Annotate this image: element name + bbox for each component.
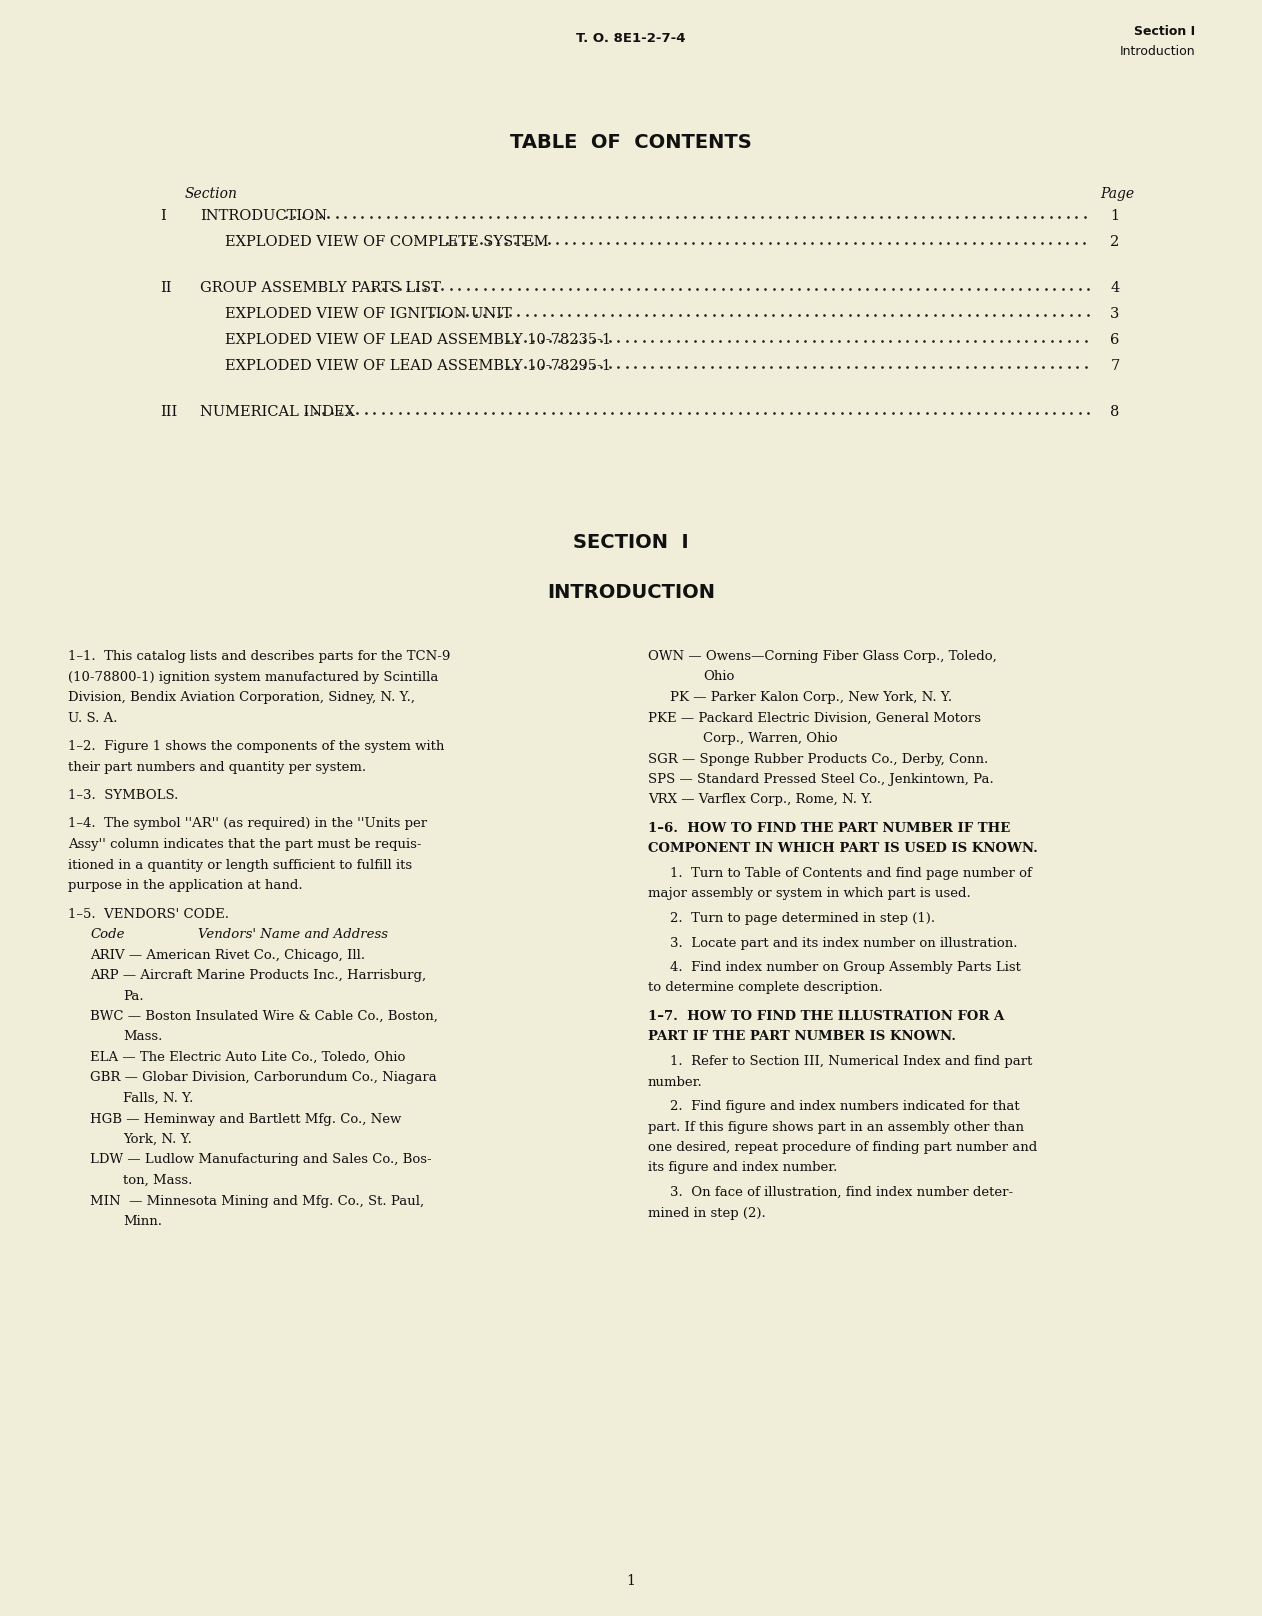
Text: its figure and index number.: its figure and index number. — [647, 1162, 838, 1175]
Text: Ohio: Ohio — [703, 671, 734, 684]
Text: 6: 6 — [1111, 333, 1119, 347]
Text: Section I: Section I — [1133, 24, 1195, 39]
Text: MIN  — Minnesota Mining and Mfg. Co., St. Paul,: MIN — Minnesota Mining and Mfg. Co., St.… — [90, 1194, 424, 1207]
Text: PKE — Packard Electric Division, General Motors: PKE — Packard Electric Division, General… — [647, 711, 981, 724]
Text: 3.  Locate part and its index number on illustration.: 3. Locate part and its index number on i… — [670, 937, 1017, 950]
Text: LDW — Ludlow Manufacturing and Sales Co., Bos-: LDW — Ludlow Manufacturing and Sales Co.… — [90, 1154, 432, 1167]
Text: purpose in the application at hand.: purpose in the application at hand. — [68, 879, 303, 892]
Text: GBR — Globar Division, Carborundum Co., Niagara: GBR — Globar Division, Carborundum Co., … — [90, 1071, 437, 1084]
Text: Division, Bendix Aviation Corporation, Sidney, N. Y.,: Division, Bendix Aviation Corporation, S… — [68, 692, 415, 705]
Text: 3.  On face of illustration, find index number deter-: 3. On face of illustration, find index n… — [670, 1186, 1013, 1199]
Text: itioned in a quantity or length sufficient to fulfill its: itioned in a quantity or length sufficie… — [68, 858, 413, 871]
Text: number.: number. — [647, 1076, 703, 1089]
Text: 2.  Turn to page determined in step (1).: 2. Turn to page determined in step (1). — [670, 911, 935, 924]
Text: Code: Code — [90, 928, 125, 941]
Text: 1–5.  VENDORS' CODE.: 1–5. VENDORS' CODE. — [68, 908, 228, 921]
Text: 2: 2 — [1111, 234, 1119, 249]
Text: 1–6.  HOW TO FIND THE PART NUMBER IF THE: 1–6. HOW TO FIND THE PART NUMBER IF THE — [647, 823, 1011, 835]
Text: I: I — [160, 208, 165, 223]
Text: EXPLODED VIEW OF COMPLETE SYSTEM: EXPLODED VIEW OF COMPLETE SYSTEM — [225, 234, 549, 249]
Text: part. If this figure shows part in an assembly other than: part. If this figure shows part in an as… — [647, 1120, 1023, 1133]
Text: PART IF THE PART NUMBER IS KNOWN.: PART IF THE PART NUMBER IS KNOWN. — [647, 1031, 957, 1044]
Text: INTRODUCTION: INTRODUCTION — [546, 583, 716, 603]
Text: 1: 1 — [1111, 208, 1119, 223]
Text: Pa.: Pa. — [122, 989, 144, 1002]
Text: SGR — Sponge Rubber Products Co., Derby, Conn.: SGR — Sponge Rubber Products Co., Derby,… — [647, 753, 988, 766]
Text: BWC — Boston Insulated Wire & Cable Co., Boston,: BWC — Boston Insulated Wire & Cable Co.,… — [90, 1010, 438, 1023]
Text: SPS — Standard Pressed Steel Co., Jenkintown, Pa.: SPS — Standard Pressed Steel Co., Jenkin… — [647, 772, 993, 785]
Text: ELA — The Electric Auto Lite Co., Toledo, Ohio: ELA — The Electric Auto Lite Co., Toledo… — [90, 1050, 405, 1063]
Text: U. S. A.: U. S. A. — [68, 711, 117, 724]
Text: Corp., Warren, Ohio: Corp., Warren, Ohio — [703, 732, 838, 745]
Text: 3: 3 — [1111, 307, 1119, 322]
Text: Page: Page — [1100, 187, 1135, 200]
Text: III: III — [160, 406, 177, 419]
Text: TABLE  OF  CONTENTS: TABLE OF CONTENTS — [510, 133, 752, 152]
Text: (10-78800-1) ignition system manufactured by Scintilla: (10-78800-1) ignition system manufacture… — [68, 671, 438, 684]
Text: Introduction: Introduction — [1119, 45, 1195, 58]
Text: to determine complete description.: to determine complete description. — [647, 981, 882, 994]
Text: mined in step (2).: mined in step (2). — [647, 1207, 766, 1220]
Text: HGB — Heminway and Bartlett Mfg. Co., New: HGB — Heminway and Bartlett Mfg. Co., Ne… — [90, 1112, 401, 1125]
Text: major assembly or system in which part is used.: major assembly or system in which part i… — [647, 887, 970, 900]
Text: one desired, repeat procedure of finding part number and: one desired, repeat procedure of finding… — [647, 1141, 1037, 1154]
Text: Minn.: Minn. — [122, 1215, 162, 1228]
Text: ton, Mass.: ton, Mass. — [122, 1173, 192, 1188]
Text: PK — Parker Kalon Corp., New York, N. Y.: PK — Parker Kalon Corp., New York, N. Y. — [670, 692, 952, 705]
Text: Section: Section — [186, 187, 237, 200]
Text: Falls, N. Y.: Falls, N. Y. — [122, 1092, 193, 1105]
Text: NUMERICAL INDEX: NUMERICAL INDEX — [199, 406, 355, 419]
Text: EXPLODED VIEW OF LEAD ASSEMBLY 10-78235-1: EXPLODED VIEW OF LEAD ASSEMBLY 10-78235-… — [225, 333, 611, 347]
Text: Mass.: Mass. — [122, 1031, 163, 1044]
Text: 1.  Turn to Table of Contents and find page number of: 1. Turn to Table of Contents and find pa… — [670, 868, 1032, 881]
Text: Vendors' Name and Address: Vendors' Name and Address — [198, 928, 387, 941]
Text: 1–1.  This catalog lists and describes parts for the TCN-9: 1–1. This catalog lists and describes pa… — [68, 650, 451, 663]
Text: T. O. 8E1-2-7-4: T. O. 8E1-2-7-4 — [577, 32, 685, 45]
Text: COMPONENT IN WHICH PART IS USED IS KNOWN.: COMPONENT IN WHICH PART IS USED IS KNOWN… — [647, 842, 1037, 855]
Text: 1–3.  SYMBOLS.: 1–3. SYMBOLS. — [68, 789, 178, 802]
Text: EXPLODED VIEW OF IGNITION UNIT: EXPLODED VIEW OF IGNITION UNIT — [225, 307, 512, 322]
Text: 4: 4 — [1111, 281, 1119, 296]
Text: SECTION  I: SECTION I — [573, 533, 689, 553]
Text: 7: 7 — [1111, 359, 1119, 373]
Text: VRX — Varflex Corp., Rome, N. Y.: VRX — Varflex Corp., Rome, N. Y. — [647, 793, 872, 806]
Text: 1: 1 — [626, 1574, 636, 1589]
Text: ARIV — American Rivet Co., Chicago, Ill.: ARIV — American Rivet Co., Chicago, Ill. — [90, 949, 365, 962]
Text: 1–4.  The symbol ''AR'' (as required) in the ''Units per: 1–4. The symbol ''AR'' (as required) in … — [68, 818, 427, 831]
Text: their part numbers and quantity per system.: their part numbers and quantity per syst… — [68, 761, 366, 774]
Text: 8: 8 — [1111, 406, 1119, 419]
Text: II: II — [160, 281, 172, 296]
Text: 4.  Find index number on Group Assembly Parts List: 4. Find index number on Group Assembly P… — [670, 962, 1021, 974]
Text: 1–7.  HOW TO FIND THE ILLUSTRATION FOR A: 1–7. HOW TO FIND THE ILLUSTRATION FOR A — [647, 1010, 1005, 1023]
Text: 2.  Find figure and index numbers indicated for that: 2. Find figure and index numbers indicat… — [670, 1100, 1020, 1113]
Text: Assy'' column indicates that the part must be requis-: Assy'' column indicates that the part mu… — [68, 839, 422, 852]
Text: GROUP ASSEMBLY PARTS LIST: GROUP ASSEMBLY PARTS LIST — [199, 281, 440, 296]
Text: York, N. Y.: York, N. Y. — [122, 1133, 192, 1146]
Text: ARP — Aircraft Marine Products Inc., Harrisburg,: ARP — Aircraft Marine Products Inc., Har… — [90, 970, 427, 983]
Text: 1.  Refer to Section III, Numerical Index and find part: 1. Refer to Section III, Numerical Index… — [670, 1055, 1032, 1068]
Text: INTRODUCTION: INTRODUCTION — [199, 208, 327, 223]
Text: EXPLODED VIEW OF LEAD ASSEMBLY 10-78295-1: EXPLODED VIEW OF LEAD ASSEMBLY 10-78295-… — [225, 359, 611, 373]
Text: OWN — Owens—Corning Fiber Glass Corp., Toledo,: OWN — Owens—Corning Fiber Glass Corp., T… — [647, 650, 997, 663]
Text: 1–2.  Figure 1 shows the components of the system with: 1–2. Figure 1 shows the components of th… — [68, 740, 444, 753]
